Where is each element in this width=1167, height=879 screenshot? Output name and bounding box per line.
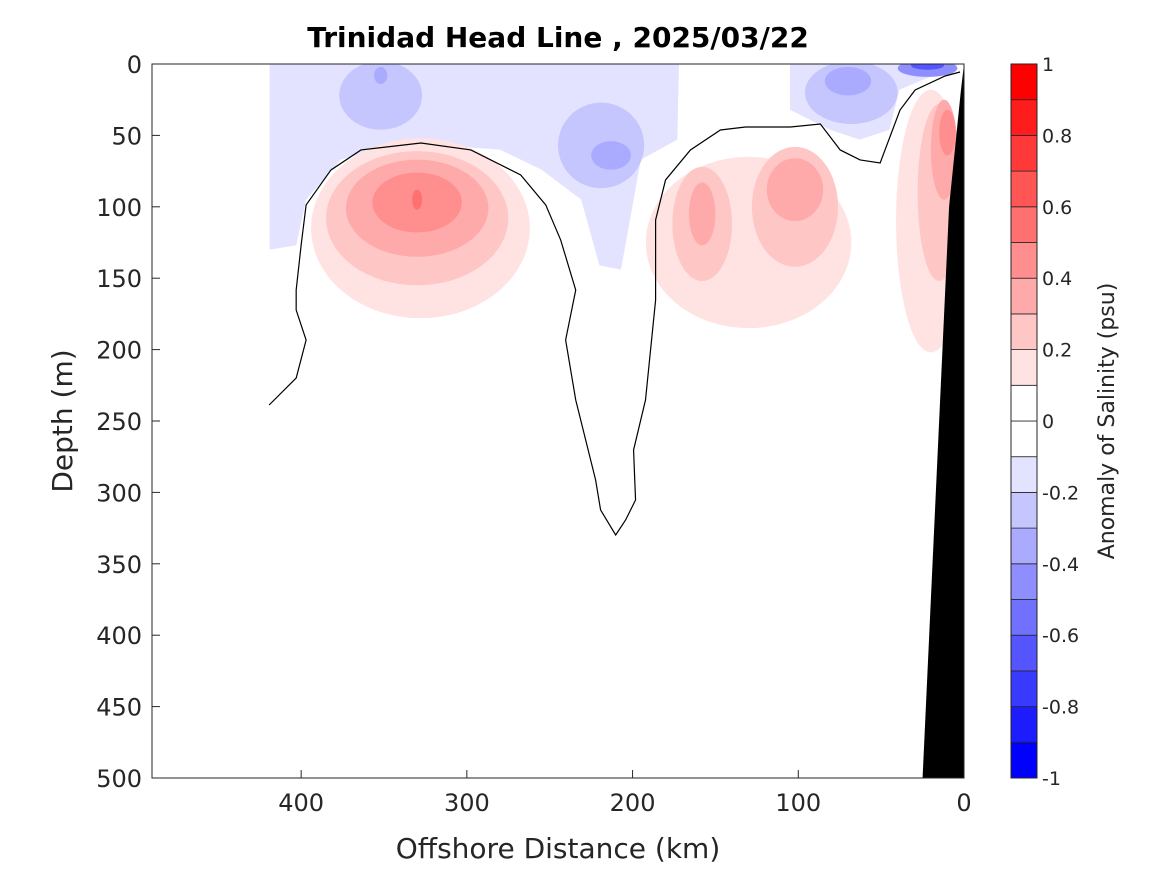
x-tick-label: 200 xyxy=(610,789,656,817)
y-tick-label: 100 xyxy=(96,194,142,222)
colorbar-bin xyxy=(1010,349,1038,386)
colorbar-bin xyxy=(1010,741,1038,779)
x-tick-label: 0 xyxy=(956,789,971,817)
colorbar-tick-label: 1 xyxy=(1042,54,1054,76)
colorbar-tick-label: 0.6 xyxy=(1042,197,1072,219)
colorbar-tick-label: 0.8 xyxy=(1042,125,1072,147)
x-axis-label: Offshore Distance (km) xyxy=(396,832,721,865)
colorbar-tick-label: -1 xyxy=(1042,768,1061,790)
colorbar-bin xyxy=(1010,63,1038,101)
y-tick-label: 50 xyxy=(111,122,142,150)
colorbar-label: Anomaly of Salinity (psu) xyxy=(1095,283,1120,560)
negative-anomaly-region xyxy=(339,64,423,130)
colorbar-tick-label: 0.4 xyxy=(1042,268,1072,290)
negative-anomaly-region xyxy=(374,66,388,84)
x-tick-label: 400 xyxy=(278,789,324,817)
y-tick-label: 250 xyxy=(96,408,142,436)
colorbar-bin xyxy=(1010,420,1038,458)
colorbar-frame xyxy=(1010,63,1038,779)
y-tick-label: 200 xyxy=(96,337,142,365)
colorbar-bin xyxy=(1010,670,1038,708)
y-tick-label: 0 xyxy=(127,51,142,79)
y-axis-label: Depth (m) xyxy=(46,349,79,492)
positive-anomaly-region xyxy=(766,158,824,222)
colorbar-bin xyxy=(1010,384,1038,422)
x-tick-label: 300 xyxy=(444,789,490,817)
colorbar-tick-label: -0.4 xyxy=(1042,554,1079,576)
negative-anomaly-region xyxy=(591,141,631,170)
colorbar-tick-label: 0 xyxy=(1042,411,1054,433)
colorbar-tick-label: -0.2 xyxy=(1042,482,1079,504)
negative-anomaly-region xyxy=(824,66,872,96)
colorbar-bin xyxy=(1010,491,1038,529)
zero-contour-line xyxy=(268,71,961,537)
colorbar-bin xyxy=(1010,456,1038,493)
colorbar-bin xyxy=(1010,206,1038,243)
colorbar-bin xyxy=(1010,170,1038,208)
y-tick-label: 400 xyxy=(96,622,142,650)
bathymetry-seafloor xyxy=(922,64,964,778)
colorbar-bin xyxy=(1010,99,1038,136)
y-tick-label: 450 xyxy=(96,694,142,722)
colorbar-bin xyxy=(1010,134,1038,172)
colorbar: 1 0.8 0.6 0.4 0.2 0 -0.2 -0.4 -0.6 -0.8 -1 xyxy=(1010,54,1079,790)
y-tick-label: 350 xyxy=(96,551,142,579)
colorbar-bin xyxy=(1010,634,1038,672)
colorbar-bin xyxy=(1010,277,1038,315)
contour-lines xyxy=(268,71,961,537)
y-tick-label: 150 xyxy=(96,265,142,293)
y-tick-label: 500 xyxy=(96,765,142,793)
colorbar-tick-label: -0.8 xyxy=(1042,697,1079,719)
colorbar-bin xyxy=(1010,706,1038,743)
colorbar-tick-label: 0.2 xyxy=(1042,340,1072,362)
colorbar-bin xyxy=(1010,242,1038,279)
positive-anomaly-region xyxy=(939,109,956,156)
negative-anomaly-region xyxy=(910,64,945,70)
positive-anomaly-region xyxy=(688,182,716,246)
x-tick-label: 100 xyxy=(775,789,821,817)
chart-title: Trinidad Head Line , 2025/03/22 xyxy=(307,21,809,54)
colorbar-bin xyxy=(1010,563,1038,600)
positive-anomaly-region xyxy=(412,189,423,210)
y-tick-label: 300 xyxy=(96,479,142,507)
contour-fills xyxy=(269,64,964,778)
colorbar-bin xyxy=(1010,599,1038,636)
colorbar-bin xyxy=(1010,313,1038,350)
colorbar-bin xyxy=(1010,527,1038,565)
colorbar-tick-label: -0.6 xyxy=(1042,625,1079,647)
